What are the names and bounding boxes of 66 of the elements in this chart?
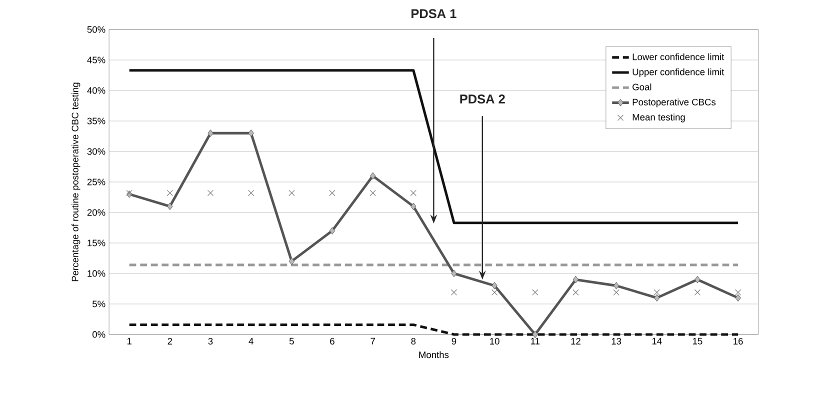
point — [694, 289, 701, 296]
legend-label: Goal — [632, 83, 652, 90]
y-tick-label: 30% — [87, 148, 106, 155]
x-tick-label: 11 — [531, 338, 540, 344]
point — [654, 289, 660, 296]
y-tick-label: 5% — [92, 300, 106, 308]
point — [329, 190, 336, 196]
text: PDSA 1 — [412, 8, 456, 18]
point — [167, 202, 173, 210]
y-tick-label: 0% — [92, 330, 106, 338]
y-tick-label: 20% — [87, 208, 106, 216]
x-tick-label: 8 — [411, 338, 416, 344]
point — [572, 276, 579, 284]
legend-label: Upper confidence limit — [632, 68, 724, 77]
point — [532, 289, 538, 296]
x-tick-label: 16 — [734, 338, 743, 344]
y-tick-label: 25% — [87, 178, 106, 186]
x-tick-label: 7 — [370, 338, 375, 344]
point — [166, 190, 173, 196]
y-tick-label: 35% — [87, 117, 106, 124]
point — [734, 289, 742, 296]
point — [370, 190, 376, 196]
legend-label: Mean testing — [632, 113, 685, 122]
x-tick-label: 5 — [289, 338, 294, 344]
y-tick-label: 50% — [87, 26, 106, 33]
point — [248, 190, 254, 196]
point — [288, 190, 295, 196]
point — [450, 289, 458, 296]
point — [613, 289, 620, 296]
x-tick-label: 12 — [571, 338, 580, 344]
point — [451, 270, 457, 277]
point — [410, 190, 416, 196]
point — [654, 294, 660, 302]
x-tick-label: 10 — [490, 338, 500, 344]
y-tick-label: 10% — [88, 270, 106, 277]
point — [492, 282, 498, 290]
point — [694, 276, 700, 284]
point — [613, 282, 620, 290]
x-tick-label: 14 — [652, 338, 662, 344]
x-tick-label: 13 — [612, 338, 622, 344]
point — [207, 190, 214, 196]
point — [410, 202, 416, 210]
point — [532, 330, 538, 338]
point — [208, 129, 214, 137]
y-tick-label: 40% — [87, 86, 106, 94]
point — [492, 289, 498, 296]
point — [735, 294, 741, 302]
legend-label: Lower confidence limit — [632, 53, 724, 60]
x-tick-label: 4 — [248, 338, 254, 344]
x-tick-label: 15 — [692, 338, 702, 344]
point — [370, 172, 376, 180]
y-tick-label: 15% — [88, 240, 106, 246]
x-tick-label: 6 — [330, 338, 334, 344]
legend-label: Postoperative CBCs — [632, 98, 716, 108]
x-tick-label: 1 — [127, 338, 132, 344]
y-axis-title: Percentage of routine postoperative CBC testing — [72, 82, 80, 281]
x-tick-label: 9 — [452, 338, 456, 344]
point — [572, 289, 579, 296]
point — [329, 226, 336, 234]
x-axis-title: Months — [419, 351, 449, 358]
annotation: PDSA 2 — [460, 94, 505, 104]
y-tick-label: 45% — [87, 56, 106, 64]
point — [288, 257, 294, 265]
x-tick-label: 3 — [208, 338, 213, 344]
x-tick-label: 2 — [168, 338, 172, 344]
point — [248, 129, 254, 137]
